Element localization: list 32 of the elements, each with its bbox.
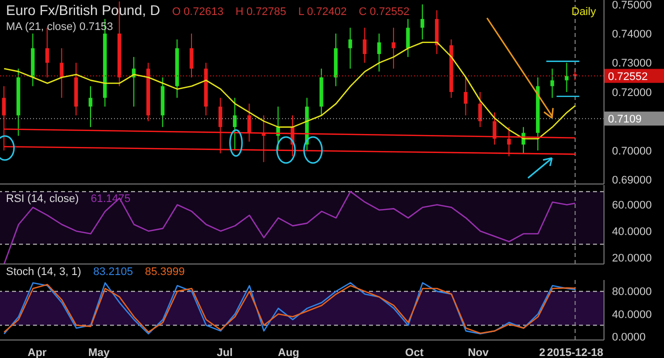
y-tick-label: 0.69000: [612, 174, 652, 187]
y-tick-label: 80.0000: [612, 286, 652, 298]
y-tick-label: 0.70000: [612, 145, 652, 158]
y-tick-label: 60.0000: [612, 200, 652, 212]
text: 83.2105: [92, 266, 134, 278]
annotation: Daily: [570, 6, 597, 18]
x-tick-label: 2015-12-18: [547, 346, 604, 358]
x-tick-label: Nov: [468, 346, 490, 358]
annotation: 61.1475: [90, 193, 132, 205]
text: RSI (14, close): [5, 193, 80, 205]
x-tick-label: Aug: [278, 346, 300, 358]
annotation: L 0.72402: [297, 6, 348, 18]
annotation: O 0.72613: [171, 6, 224, 18]
annotation: C 0.72552: [358, 6, 410, 18]
y-tick-label: 0.74000: [612, 28, 652, 40]
x-tick-label: Apr: [28, 346, 48, 358]
y-tick-label: 40.0000: [612, 308, 652, 321]
y-tick-label: 20.0000: [612, 252, 652, 264]
y-tick-label: 0.72000: [612, 86, 652, 99]
x-tick-label: May: [88, 346, 111, 358]
text: 85.3999: [144, 266, 186, 278]
x-tick-label: Jul: [216, 346, 233, 358]
y-tick-label: 0.73000: [612, 58, 652, 70]
ref-line-label: 0.72552: [608, 70, 648, 83]
y-tick-label: 0.75000: [612, 0, 652, 12]
chart-title: Stoch (14, 3, 1): [5, 266, 82, 278]
ref-line-label: 0.7109: [608, 114, 642, 126]
annotation: H 0.72785: [234, 6, 288, 18]
x-tick-label: Oct: [405, 346, 424, 358]
x-tick-label: 2: [539, 346, 546, 358]
y-tick-label: 40.0000: [612, 226, 652, 238]
y-tick-label: 0.0000: [612, 332, 646, 344]
